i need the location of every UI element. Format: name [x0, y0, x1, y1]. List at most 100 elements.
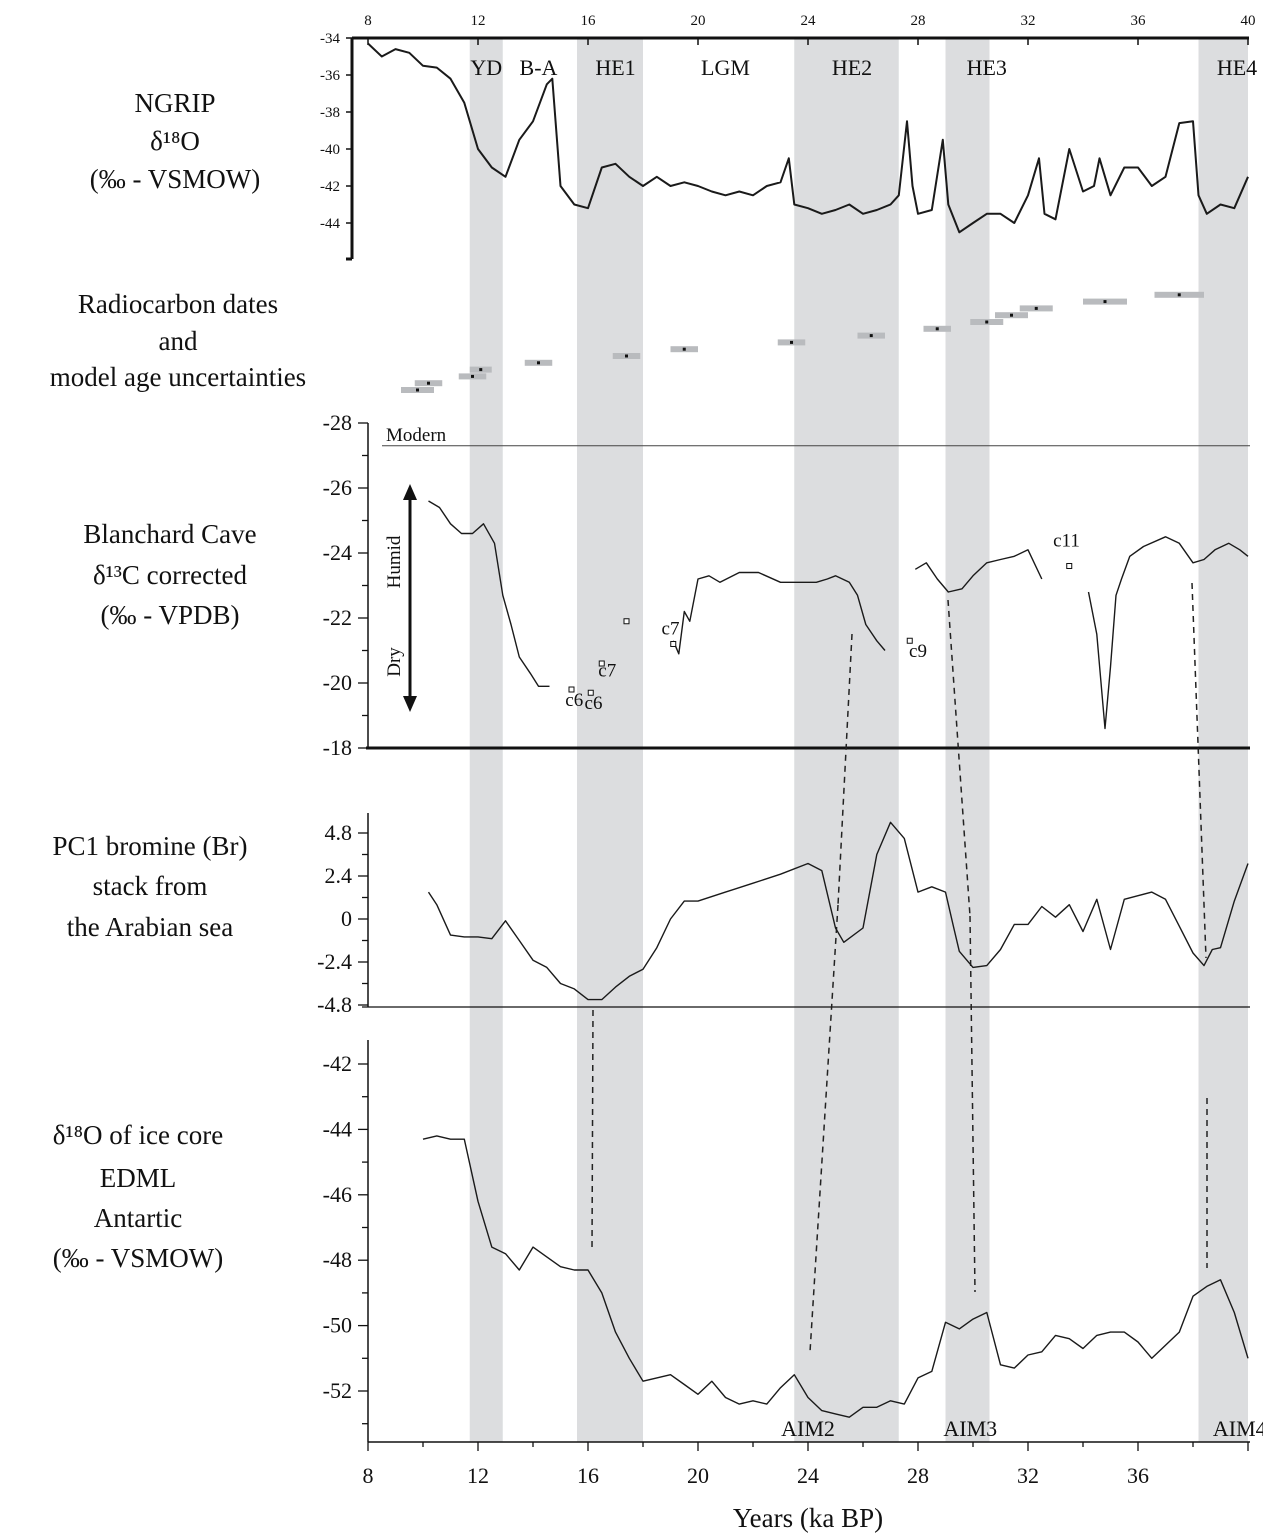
radiocarbon-point-8: [869, 334, 873, 338]
sample-label-3: c7: [662, 618, 680, 639]
blanchard-series-segment-3: [1087, 536, 1249, 730]
blanchard-sample-point-0: [568, 686, 575, 693]
edml-label-line1: δ¹⁸O of ice core: [53, 1120, 223, 1150]
axis-labels: -34 -36 -38 -40 -42 -44 8 12 16 20 24 28 32 36 40 YD B-A…: [317, 13, 1263, 1488]
blanchard-y-tick-label-3: -22: [323, 605, 352, 630]
ngrip-y-tick-label-4: -42: [320, 179, 340, 195]
radiocarbon-point-4: [537, 361, 540, 365]
bottom-x-tick-label-6: 32: [1017, 1463, 1039, 1488]
sample-label-1: c6: [585, 693, 603, 714]
pc1-series-line: [427, 821, 1249, 1001]
blanchard-label-line1: Blanchard Cave: [83, 519, 256, 549]
bottom-x-tick-label-1: 12: [467, 1463, 489, 1488]
blanchard-sample-point-3: [623, 618, 630, 625]
ngrip-y-tick-label-1: -36: [320, 68, 340, 84]
pc1-label-line2: stack from: [93, 871, 208, 901]
pc1-label-line3: the Arabian sea: [67, 912, 233, 942]
ngrip-label-line2: δ¹⁸O: [150, 126, 200, 156]
blanchard-sample-point-4: [670, 641, 677, 647]
radiocarbon-point-6: [682, 347, 686, 351]
dry-label: Dry: [384, 647, 405, 677]
edml-y-tick-label-1: -44: [323, 1116, 352, 1141]
ngrip-y-tick-label-0: -34: [320, 31, 340, 47]
correlation-dashed-line-3: [969, 915, 976, 1293]
sample-label-2: c7: [598, 661, 616, 682]
edml-y-tick-label-5: -52: [323, 1378, 352, 1403]
radiocarbon-point-7: [790, 340, 793, 344]
radiocarbon-point-0: [416, 388, 419, 392]
blanchard-y-tick-label-0: -28: [323, 410, 352, 435]
correlation-dashed-line-2: [947, 599, 971, 917]
aim-label-aim3: AIM3: [943, 1416, 997, 1441]
blanchard-sample-point-6: [1066, 563, 1073, 569]
pc1-y-tick-label-1: 2.4: [325, 863, 353, 888]
ngrip-y-tick-label-3: -40: [320, 142, 340, 158]
bottom-x-tick-label-2: 16: [577, 1463, 599, 1488]
event-label-yd: YD: [470, 55, 502, 80]
radiocarbon-point-9: [935, 327, 939, 331]
correlation-dashed-line-4: [1191, 582, 1207, 959]
sample-label-4: c9: [909, 641, 927, 662]
radiocarbon-point-11: [1010, 313, 1013, 317]
pc1-y-tick-label-2: 0: [341, 906, 352, 931]
edml-series-line: [422, 1135, 1249, 1418]
blanchard-sample-point-5: [906, 637, 913, 644]
blanchard-series-segment-0: [428, 500, 550, 687]
top-x-tick-label-7: 36: [1131, 13, 1147, 29]
sample-label-0: c6: [565, 690, 583, 711]
radiocarbon-label-line3: model age uncertainties: [50, 362, 306, 392]
top-x-tick-label-8: 40: [1241, 13, 1256, 29]
radiocarbon-point-14: [1177, 293, 1181, 297]
bottom-x-tick-label-3: 20: [687, 1463, 709, 1488]
blanchard-y-tick-label-5: -18: [323, 735, 352, 760]
blanchard-y-tick-label-2: -24: [323, 540, 352, 565]
radiocarbon-point-1: [427, 381, 430, 385]
top-x-tick-label-3: 20: [691, 13, 706, 29]
blanchard-series-segment-2: [914, 549, 1043, 593]
humid-arrowhead: [403, 484, 417, 500]
data-series: [367, 42, 1249, 1418]
edml-y-tick-label-4: -50: [323, 1313, 352, 1338]
blanchard-y-tick-label-1: -26: [323, 475, 352, 500]
bottom-x-tick-label-4: 24: [797, 1463, 819, 1488]
shaded-interval-0: [469, 38, 503, 1442]
top-x-tick-label-5: 28: [911, 13, 926, 29]
bottom-x-tick-label-5: 28: [907, 1463, 929, 1488]
radiocarbon-label-line2: and: [159, 326, 198, 356]
aim-label-aim2: AIM2: [781, 1416, 835, 1441]
top-x-tick-label-4: 24: [801, 13, 817, 29]
edml-y-tick-label-2: -46: [323, 1182, 352, 1207]
event-label-b-a: B-A: [520, 55, 558, 80]
bottom-x-tick-label-0: 8: [363, 1463, 374, 1488]
blanchard-label-line3: (‰ - VPDB): [100, 600, 239, 630]
pc1-y-tick-label-0: 4.8: [325, 820, 353, 845]
pc1-y-tick-label-3: -2.4: [317, 949, 352, 974]
edml-y-tick-label-0: -42: [323, 1051, 352, 1076]
radiocarbon-point-2: [471, 374, 474, 378]
event-label-he3: HE3: [967, 55, 1007, 80]
ngrip-label-line3: (‰ - VSMOW): [90, 164, 261, 194]
radiocarbon-point-13: [1103, 300, 1107, 304]
blanchard-y-tick-label-4: -20: [323, 670, 352, 695]
shaded-interval-3: [945, 38, 990, 1442]
edml-label-line2: EDML: [100, 1163, 177, 1193]
bottom-x-tick-label-7: 36: [1127, 1463, 1149, 1488]
pc1-label-line1: PC1 bromine (Br): [53, 831, 248, 861]
radiocarbon-point-5: [625, 354, 628, 358]
top-x-tick-label-1: 12: [471, 13, 486, 29]
correlation-dashed-line-6: [591, 1009, 594, 1251]
blanchard-sample-point-2: [598, 660, 605, 667]
top-x-tick-label-6: 32: [1021, 13, 1036, 29]
edml-label-line3: Antartic: [94, 1203, 182, 1233]
dry-arrowhead: [403, 696, 417, 712]
radiocarbon-label-line1: Radiocarbon dates: [78, 289, 278, 319]
x-axis-title: Years (ka BP): [733, 1503, 883, 1533]
radiocarbon-point-10: [985, 320, 989, 324]
correlation-dashed-line-0: [837, 633, 853, 906]
blanchard-series-segment-1: [672, 571, 886, 655]
axes-frames: [346, 36, 1250, 1451]
event-label-lgm: LGM: [701, 55, 750, 80]
blanchard-label-line2: δ¹³C corrected: [93, 560, 248, 590]
